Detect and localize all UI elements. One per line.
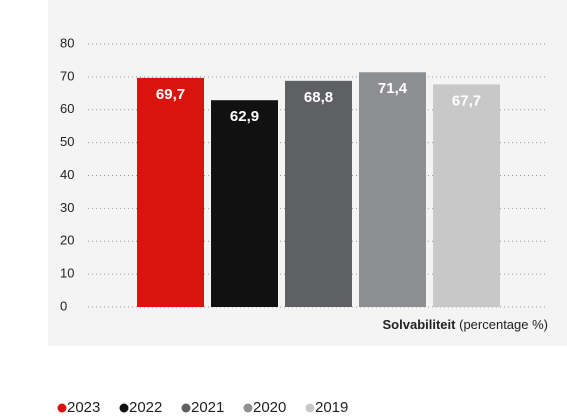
bar (137, 77, 204, 307)
legend-label: 2020 (253, 399, 286, 416)
legend-label: 2021 (191, 399, 224, 416)
y-tick-label: 10 (60, 266, 74, 281)
y-tick-label: 0 (60, 298, 67, 313)
value-label: 67,7 (452, 92, 481, 109)
axis-title: Solvabiliteit (percentage %) (383, 317, 548, 332)
legend-marker (181, 403, 191, 413)
y-tick-label: 70 (60, 68, 74, 83)
y-tick-label: 50 (60, 134, 74, 149)
value-label: 71,4 (378, 80, 408, 97)
bar (211, 100, 278, 307)
y-tick-label: 80 (60, 35, 74, 50)
axis-title-rest: (percentage %) (459, 317, 548, 332)
legend-label: 2022 (129, 399, 162, 416)
legend-marker (305, 403, 315, 413)
bar (285, 80, 352, 307)
legend-marker (243, 403, 253, 413)
legend-marker (119, 403, 129, 413)
bar (433, 84, 500, 307)
bar (359, 72, 426, 308)
value-label: 68,8 (304, 89, 333, 106)
legend-marker (57, 403, 67, 413)
legend-label: 2019 (315, 399, 348, 416)
value-label: 69,7 (156, 86, 185, 103)
y-tick-label: 30 (60, 200, 74, 215)
y-tick-label: 40 (60, 167, 74, 182)
value-label: 62,9 (230, 108, 259, 125)
y-tick-label: 60 (60, 101, 74, 116)
legend-label: 2023 (67, 399, 100, 416)
y-tick-label: 20 (60, 233, 74, 248)
axis-title-bold: Solvabiliteit (383, 317, 457, 332)
